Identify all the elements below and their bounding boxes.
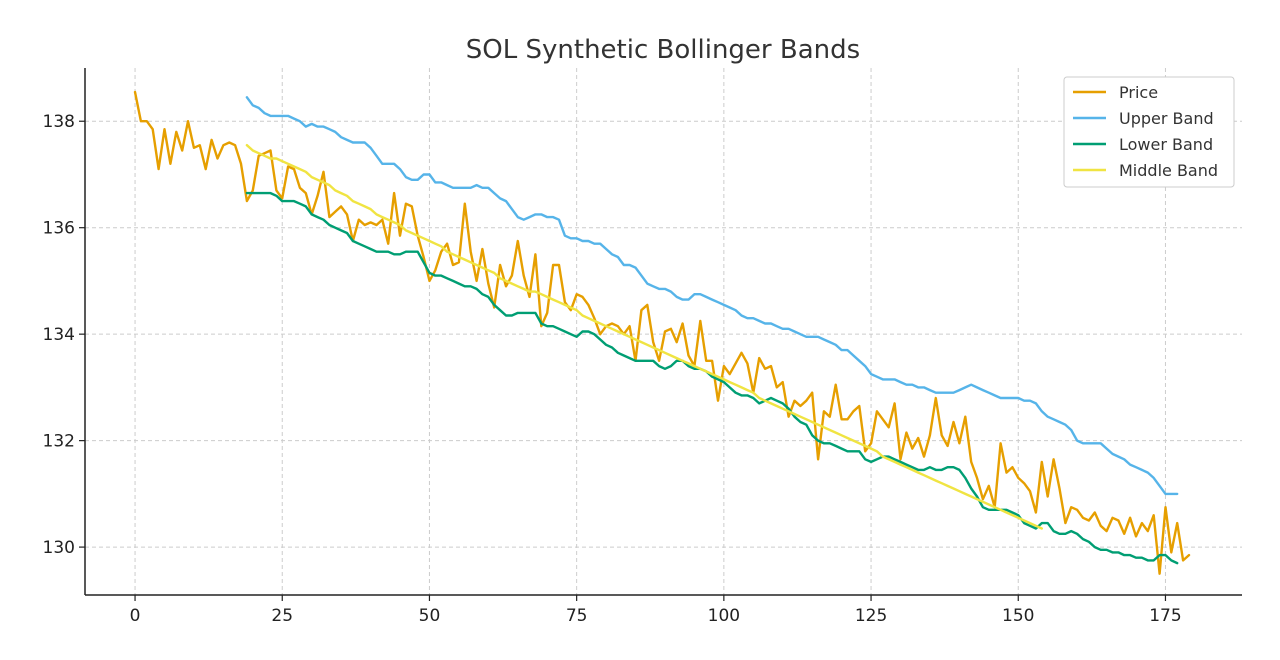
- x-tick-label: 100: [708, 606, 740, 626]
- legend-box: [1063, 76, 1235, 188]
- y-tick-label: 136: [43, 219, 75, 239]
- legend-label-price: Price: [1119, 83, 1158, 102]
- legend-label-upper-band: Upper Band: [1119, 109, 1214, 128]
- y-tick-label: 130: [43, 538, 75, 558]
- series-line-middle-band: [245, 143, 1044, 530]
- y-tick-label: 138: [43, 112, 75, 132]
- y-tick-label: 132: [43, 432, 75, 452]
- x-tick-label: 175: [1149, 606, 1181, 626]
- chart-title: SOL Synthetic Bollinger Bands: [466, 35, 860, 65]
- legend-label-middle-band: Middle Band: [1119, 161, 1218, 180]
- tick-labels: 0 25 50 75 100 125 150 175 130 132 134 136 138: [43, 112, 1182, 626]
- series-line-upper-band: [245, 96, 1179, 496]
- axes: [79, 68, 1242, 601]
- x-tick-label: 150: [1002, 606, 1034, 626]
- x-tick-label: 0: [130, 606, 141, 626]
- x-tick-label: 75: [566, 606, 588, 626]
- legend: Price Upper Band Lower Band Middle Band: [1063, 76, 1235, 188]
- x-tick-label: 125: [855, 606, 887, 626]
- series-line-price: [133, 90, 1191, 575]
- series-lines: [133, 90, 1191, 575]
- y-tick-label: 134: [43, 325, 75, 345]
- x-tick-label: 25: [271, 606, 293, 626]
- x-tick-label: 50: [419, 606, 441, 626]
- legend-label-lower-band: Lower Band: [1119, 135, 1213, 154]
